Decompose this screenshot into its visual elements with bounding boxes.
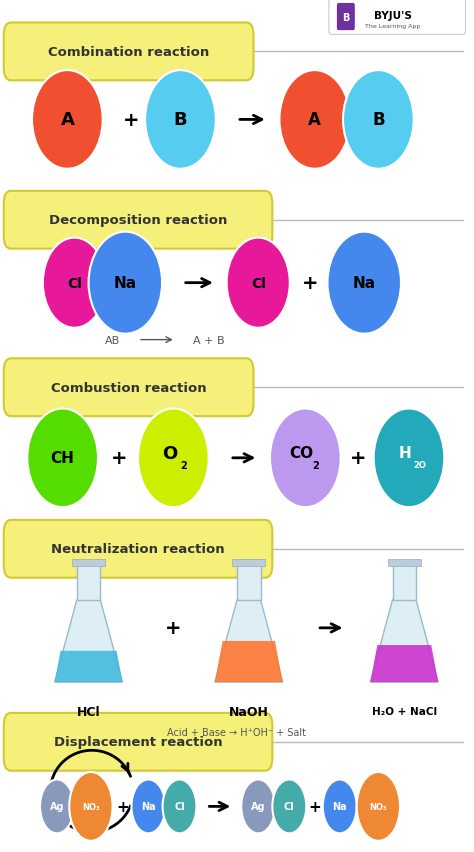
Text: Ag: Ag xyxy=(50,802,64,811)
Text: The Learning App: The Learning App xyxy=(365,24,420,28)
Polygon shape xyxy=(55,651,122,682)
Text: A: A xyxy=(308,112,321,130)
Ellipse shape xyxy=(163,780,197,833)
Ellipse shape xyxy=(89,233,162,334)
Text: 2: 2 xyxy=(181,460,187,470)
Ellipse shape xyxy=(279,71,350,170)
Ellipse shape xyxy=(131,780,165,833)
FancyBboxPatch shape xyxy=(72,560,105,567)
Text: B: B xyxy=(342,13,349,22)
Text: H₂O + NaCl: H₂O + NaCl xyxy=(372,706,437,717)
Text: Ag: Ag xyxy=(251,802,265,811)
Polygon shape xyxy=(215,642,283,682)
Text: H: H xyxy=(399,446,411,461)
Text: Na: Na xyxy=(141,802,156,811)
Text: Cl: Cl xyxy=(251,276,265,291)
Text: Combination reaction: Combination reaction xyxy=(48,46,209,59)
Text: NO₃: NO₃ xyxy=(82,802,100,811)
Ellipse shape xyxy=(40,780,74,833)
Ellipse shape xyxy=(227,239,290,328)
FancyBboxPatch shape xyxy=(237,564,261,600)
Text: Combustion reaction: Combustion reaction xyxy=(51,382,207,394)
Text: Cl: Cl xyxy=(174,802,185,811)
Ellipse shape xyxy=(374,409,444,508)
Polygon shape xyxy=(215,600,283,682)
Text: +: + xyxy=(350,449,367,468)
Ellipse shape xyxy=(270,409,341,508)
FancyBboxPatch shape xyxy=(388,560,421,567)
Text: Neutralization reaction: Neutralization reaction xyxy=(51,543,225,556)
FancyBboxPatch shape xyxy=(329,0,465,35)
Text: O: O xyxy=(162,444,177,462)
Text: 2O: 2O xyxy=(413,461,426,469)
Text: AB: AB xyxy=(104,335,120,345)
Text: +: + xyxy=(123,111,139,130)
Text: B: B xyxy=(372,112,385,130)
Text: A + B: A + B xyxy=(193,335,225,345)
Text: +: + xyxy=(165,619,182,637)
FancyBboxPatch shape xyxy=(4,192,273,250)
FancyBboxPatch shape xyxy=(232,560,265,567)
Text: +: + xyxy=(117,799,129,814)
Ellipse shape xyxy=(43,239,106,328)
FancyBboxPatch shape xyxy=(4,24,254,81)
Text: +: + xyxy=(302,273,318,293)
Ellipse shape xyxy=(328,233,401,334)
Ellipse shape xyxy=(32,71,103,170)
Text: Acid + Base → H⁺OH⁻ + Salt: Acid + Base → H⁺OH⁻ + Salt xyxy=(167,728,307,738)
Text: Decomposition reaction: Decomposition reaction xyxy=(49,214,227,227)
Ellipse shape xyxy=(323,780,357,833)
Ellipse shape xyxy=(27,409,98,508)
Text: Na: Na xyxy=(332,802,347,811)
Ellipse shape xyxy=(357,772,400,841)
Polygon shape xyxy=(55,600,122,682)
Text: CH: CH xyxy=(51,451,74,466)
Text: NO₃: NO₃ xyxy=(370,802,387,811)
Polygon shape xyxy=(370,600,438,682)
Text: B: B xyxy=(173,112,187,130)
Ellipse shape xyxy=(273,780,306,833)
Ellipse shape xyxy=(145,71,216,170)
Text: Displacement reaction: Displacement reaction xyxy=(54,735,222,748)
FancyBboxPatch shape xyxy=(392,564,416,600)
Ellipse shape xyxy=(69,772,113,841)
FancyBboxPatch shape xyxy=(4,521,273,578)
FancyBboxPatch shape xyxy=(4,359,254,417)
Text: CO: CO xyxy=(290,446,314,461)
Ellipse shape xyxy=(343,71,414,170)
Text: +: + xyxy=(309,799,321,814)
FancyBboxPatch shape xyxy=(77,564,100,600)
Polygon shape xyxy=(370,645,438,682)
Text: 2: 2 xyxy=(312,460,319,470)
Text: BYJU'S: BYJU'S xyxy=(374,11,411,20)
Text: Na: Na xyxy=(353,276,376,291)
FancyBboxPatch shape xyxy=(337,4,355,32)
Text: Na: Na xyxy=(114,276,137,291)
Text: Cl: Cl xyxy=(284,802,295,811)
Text: A: A xyxy=(60,112,74,130)
Text: NaOH: NaOH xyxy=(229,705,269,718)
Ellipse shape xyxy=(138,409,209,508)
FancyBboxPatch shape xyxy=(4,713,273,771)
Text: +: + xyxy=(111,449,128,468)
Text: Cl: Cl xyxy=(67,276,82,291)
Text: HCl: HCl xyxy=(77,705,100,718)
Ellipse shape xyxy=(241,780,275,833)
